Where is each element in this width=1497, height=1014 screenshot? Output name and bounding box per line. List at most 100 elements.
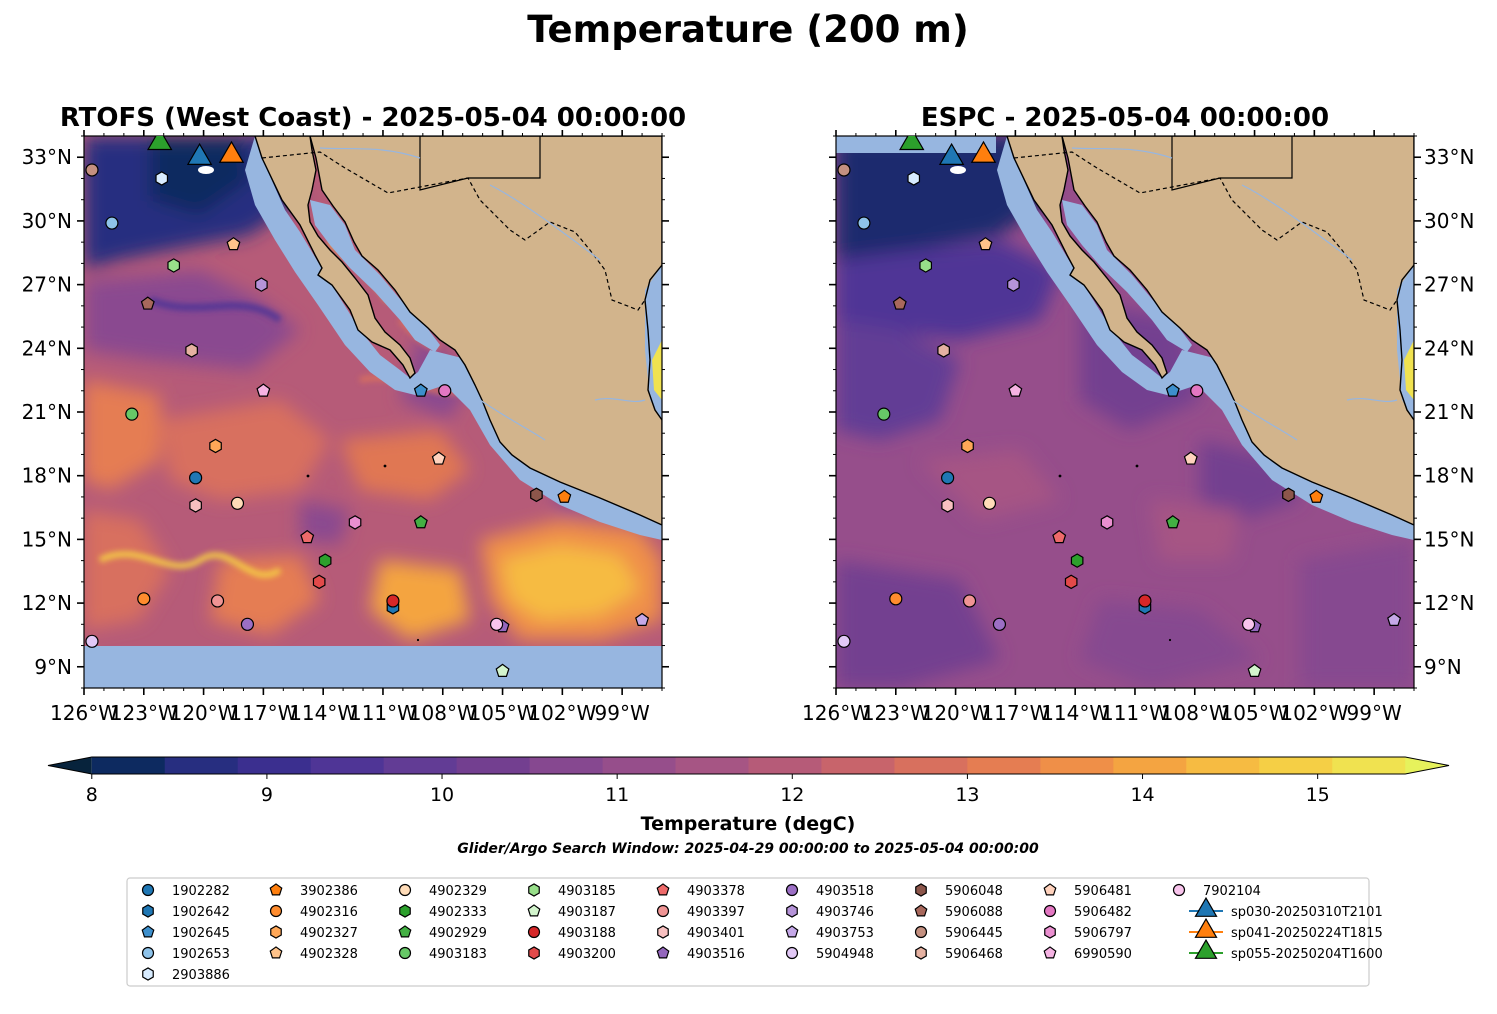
- marker-5904948: [85, 634, 99, 648]
- marker-sp041-20250224T1815: [970, 140, 997, 163]
- legend-label: sp030-20250310T2101: [1231, 905, 1383, 920]
- lat-tick-label: 12°N: [1424, 591, 1474, 615]
- lon-tick-label: 126°W: [50, 701, 118, 725]
- legend-swatch: [1043, 946, 1057, 959]
- lon-tick-label: 105°W: [1221, 701, 1289, 725]
- colorbar-bin: [310, 757, 385, 774]
- legend-swatch: [398, 946, 412, 960]
- lon-tick: 111°W: [349, 130, 417, 725]
- marker-4903183: [877, 407, 891, 421]
- marker-4902929: [413, 515, 428, 529]
- marker-4903518: [992, 617, 1007, 631]
- lon-tick-label: 117°W: [229, 701, 297, 725]
- lat-tick-label: 21°N: [22, 400, 72, 424]
- marker-1902653: [857, 216, 871, 230]
- legend-label: 4903378: [687, 884, 745, 899]
- lon-tick-label: 99°W: [1347, 701, 1402, 725]
- colorbar-bin: [967, 757, 1041, 774]
- marker-6990590: [1008, 383, 1023, 397]
- lat-tick-label: 15°N: [22, 527, 72, 551]
- legend-label: 5906088: [945, 905, 1003, 920]
- marker-4903518: [240, 617, 255, 631]
- legend-entry: 5906797: [1044, 925, 1132, 941]
- lon-tick: 120°W: [170, 130, 238, 725]
- colorbar-extend-max: [1405, 757, 1449, 774]
- legend-swatch: [1172, 883, 1186, 897]
- lon-tick: 108°W: [409, 130, 477, 725]
- lat-tick-label: 21°N: [1424, 400, 1474, 424]
- lon-tick: 105°W: [469, 130, 537, 725]
- legend-entry: 4902316: [269, 904, 358, 920]
- marker-4903746: [255, 277, 268, 292]
- legend-swatch: [656, 946, 670, 959]
- legend-label: 4903185: [558, 884, 616, 899]
- lat-tick: 21°N: [829, 400, 1474, 424]
- lat-tick-label: 24°N: [22, 336, 72, 360]
- lon-tick-label: 114°W: [289, 701, 357, 725]
- lon-tick-label: 111°W: [1101, 701, 1169, 725]
- marker-5906445: [85, 163, 99, 177]
- marker-5906088: [892, 296, 907, 310]
- legend-swatch: [914, 904, 928, 917]
- legend-swatch: [528, 946, 540, 960]
- marker-2903886: [907, 171, 921, 186]
- colorbar-tick-label: 10: [430, 784, 454, 806]
- lon-tick: 111°W: [1101, 130, 1169, 725]
- lat-tick: 27°N: [829, 273, 1474, 297]
- lon-tick-label: 102°W: [1280, 701, 1348, 725]
- legend-label: 4902328: [300, 947, 358, 962]
- rtofs-no-data-band: [84, 646, 662, 688]
- legend-label: 5904948: [816, 947, 874, 962]
- lat-tick-label: 33°N: [22, 145, 72, 169]
- marker-4903200: [1064, 574, 1078, 590]
- legend-label: 4903746: [816, 905, 874, 920]
- marker-3902386: [1309, 489, 1324, 503]
- lon-tick-label: 114°W: [1041, 701, 1109, 725]
- lat-tick: 33°N: [22, 145, 669, 169]
- legend-label: 4903518: [816, 884, 874, 899]
- legend-swatch: [269, 883, 283, 896]
- lat-tick-label: 30°N: [1424, 209, 1474, 233]
- legend-entry: 4903746: [786, 904, 874, 920]
- legend-swatch: [785, 946, 799, 960]
- lat-tick-label: 27°N: [22, 273, 72, 297]
- marker-4903185: [919, 258, 933, 273]
- marker-5906482: [438, 384, 452, 398]
- legend-swatch: [786, 904, 798, 918]
- marker-4902328: [978, 236, 993, 251]
- lon-tick: 99°W: [595, 130, 650, 725]
- marker-5906797: [348, 515, 362, 530]
- colorbar-tick-label: 15: [1306, 784, 1330, 806]
- marker-4903378: [1052, 529, 1067, 544]
- lon-tick: 99°W: [1347, 130, 1402, 725]
- marker-sp030-20250310T2101: [186, 142, 213, 165]
- legend-entry: sp041-20250224T1815: [1189, 917, 1383, 941]
- legend-swatch: [785, 883, 799, 897]
- legend-entry: 4903753: [785, 925, 874, 941]
- marker-4903185: [167, 258, 181, 273]
- marker-7902104: [1241, 617, 1256, 631]
- legend-entry: 1902645: [141, 925, 230, 941]
- marker-5906048: [530, 487, 543, 503]
- legend-swatch: [915, 883, 927, 897]
- colorbar-bin: [602, 757, 677, 774]
- marker-sp055-20250204T1600: [147, 136, 173, 151]
- legend-swatch: [915, 946, 927, 960]
- legend-swatch: [142, 904, 154, 918]
- marker-4902327: [209, 438, 222, 454]
- lon-tick-label: 120°W: [922, 701, 990, 725]
- colorbar-tick-label: 9: [261, 784, 273, 806]
- legend-label: 6990590: [1074, 947, 1132, 962]
- lat-tick-label: 12°N: [22, 591, 72, 615]
- legend-entry: sp030-20250310T2101: [1189, 896, 1383, 920]
- marker-sp055-20250204T1600: [899, 136, 925, 151]
- lon-tick: 102°W: [528, 130, 597, 725]
- lat-tick: 30°N: [22, 209, 669, 233]
- marker-4902316: [889, 592, 903, 606]
- colorbar-tick-label: 14: [1130, 784, 1154, 806]
- marker-1902645: [1165, 383, 1180, 397]
- legend-label: 1902282: [172, 884, 230, 899]
- legend-swatch: [527, 925, 541, 939]
- legend-swatch: [142, 967, 154, 981]
- marker-sp041-20250224T1815: [218, 140, 245, 163]
